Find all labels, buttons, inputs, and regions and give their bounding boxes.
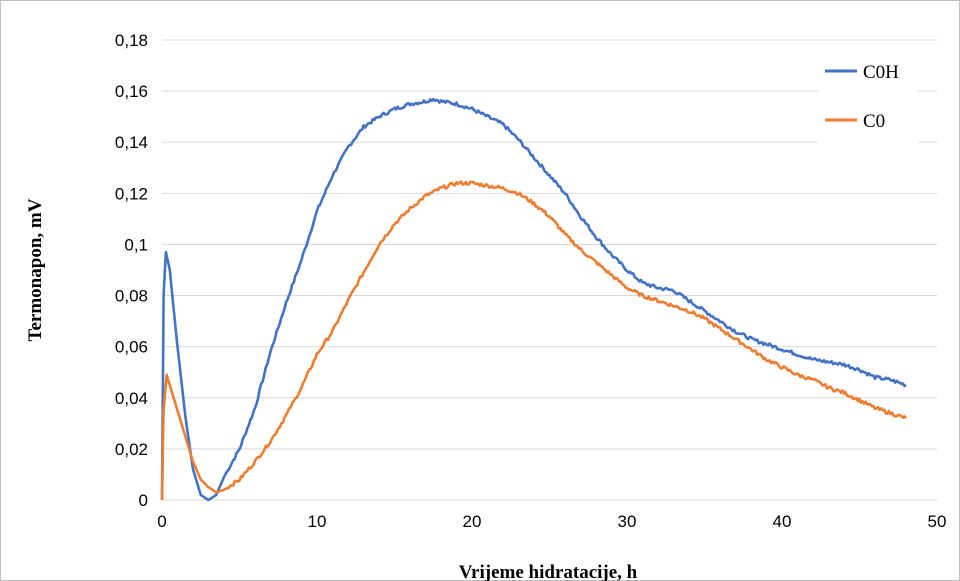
x-tick-label: 20 xyxy=(463,512,482,531)
gridlines xyxy=(162,39,937,501)
legend-label-c0h: C0H xyxy=(863,62,899,83)
y-tick-label: 0,1 xyxy=(124,235,148,254)
legend: C0H C0 xyxy=(818,46,918,144)
series-line-c0h xyxy=(160,97,907,502)
y-tick-label: 0,14 xyxy=(115,133,148,152)
legend-box xyxy=(818,46,918,144)
series-line-c0 xyxy=(160,180,907,501)
x-tick-label: 40 xyxy=(773,512,792,531)
x-tick-label: 50 xyxy=(928,512,947,531)
plot-lines xyxy=(160,97,907,502)
y-tick-label: 0,16 xyxy=(115,82,148,101)
x-tick-label: 10 xyxy=(308,512,327,531)
y-axis-title: Termonapon, mV xyxy=(25,198,46,341)
x-tick-label: 0 xyxy=(157,512,166,531)
y-tick-label: 0,06 xyxy=(115,338,148,357)
y-tick-labels: 0 0,02 0,04 0,06 0,08 0,1 0,12 0,14 0,16 0,18 xyxy=(115,31,148,510)
y-tick-label: 0,18 xyxy=(115,31,148,50)
y-tick-label: 0,02 xyxy=(115,440,148,459)
legend-label-c0: C0 xyxy=(863,111,885,132)
x-tick-label: 30 xyxy=(618,512,637,531)
y-tick-label: 0,08 xyxy=(115,287,148,306)
y-tick-label: 0,12 xyxy=(115,184,148,203)
x-tick-labels: 0 10 20 30 40 50 xyxy=(157,512,946,531)
y-tick-label: 0 xyxy=(139,491,148,510)
y-tick-label: 0,04 xyxy=(115,389,148,408)
x-axis-title: Vrijeme hidratacije, h xyxy=(459,562,638,581)
